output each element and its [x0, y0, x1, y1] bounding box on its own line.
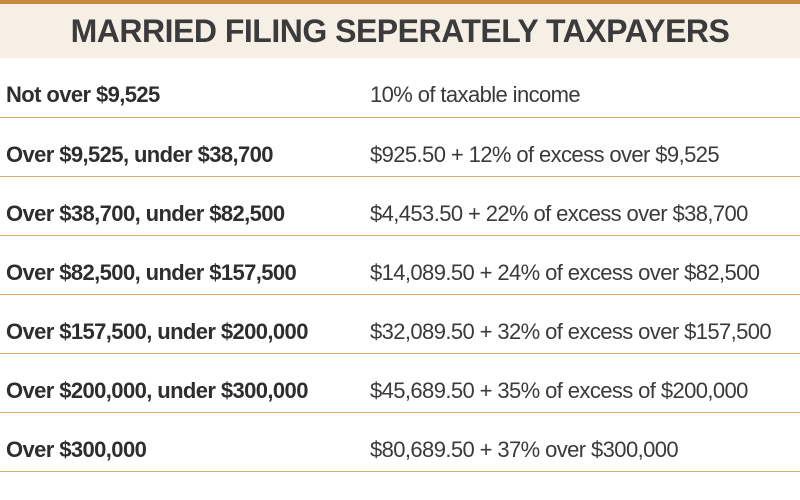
income-bracket: Not over $9,525: [6, 82, 160, 107]
table-row: Over $200,000, under $300,000 $45,689.50…: [0, 354, 800, 413]
table-header: MARRIED FILING SEPERATELY TAXPAYERS: [0, 4, 800, 58]
tax-rate: $32,089.50 + 32% of excess over $157,500: [370, 319, 772, 344]
income-bracket: Over $9,525, under $38,700: [6, 142, 274, 167]
income-bracket: Over $82,500, under $157,500: [6, 260, 297, 285]
tax-rate: 10% of taxable income: [370, 82, 581, 107]
income-bracket: Over $38,700, under $82,500: [6, 201, 285, 226]
income-bracket: Over $200,000, under $300,000: [6, 378, 308, 403]
table-row: Not over $9,525 10% of taxable income: [0, 58, 800, 118]
tax-rate: $925.50 + 12% of excess over $9,525: [370, 142, 720, 167]
top-accent-rule: [0, 0, 800, 4]
table-row: Over $9,525, under $38,700 $925.50 + 12%…: [0, 118, 800, 177]
tax-rate: $45,689.50 + 35% of excess of $200,000: [370, 378, 748, 403]
tax-rate: $4,453.50 + 22% of excess over $38,700: [370, 201, 748, 226]
table-row: Over $157,500, under $200,000 $32,089.50…: [0, 295, 800, 354]
table-body: Not over $9,525 10% of taxable income Ov…: [0, 58, 800, 478]
table-row: Over $82,500, under $157,500 $14,089.50 …: [0, 236, 800, 295]
income-bracket: Over $300,000: [6, 437, 147, 462]
table-row: Over $300,000 $80,689.50 + 37% over $300…: [0, 413, 800, 472]
income-bracket: Over $157,500, under $200,000: [6, 319, 308, 344]
table-title: MARRIED FILING SEPERATELY TAXPAYERS: [70, 12, 730, 49]
tax-rate: $80,689.50 + 37% over $300,000: [370, 437, 679, 462]
table-row: Over $38,700, under $82,500 $4,453.50 + …: [0, 177, 800, 236]
tax-rate: $14,089.50 + 24% of excess over $82,500: [370, 260, 760, 285]
